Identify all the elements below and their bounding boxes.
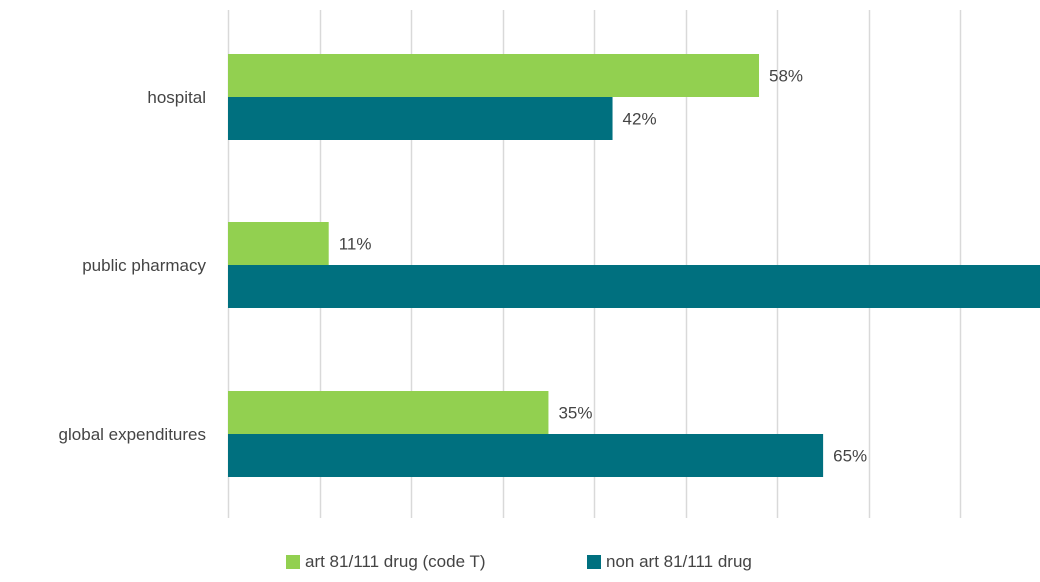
legend-swatch <box>587 555 601 569</box>
category-label: public pharmacy <box>82 256 206 275</box>
bars <box>228 54 1040 477</box>
bar <box>228 265 1040 308</box>
bar <box>228 54 760 97</box>
legend: art 81/111 drug (code T) non art 81/111 d… <box>286 552 752 571</box>
data-label: 58% <box>769 67 803 86</box>
bar <box>228 222 329 265</box>
bar <box>228 391 549 434</box>
legend-label: non art 81/111 drug <box>606 552 752 571</box>
data-label: 65% <box>833 447 867 466</box>
legend-label: art 81/111 drug (code T) <box>305 552 486 571</box>
bar <box>228 97 613 140</box>
category-label: global expenditures <box>59 425 206 444</box>
legend-swatch <box>286 555 300 569</box>
data-label: 11% <box>339 235 372 254</box>
bar <box>228 434 824 477</box>
category-label: hospital <box>147 88 206 107</box>
data-label: 35% <box>558 404 592 423</box>
data-label: 42% <box>623 110 657 129</box>
